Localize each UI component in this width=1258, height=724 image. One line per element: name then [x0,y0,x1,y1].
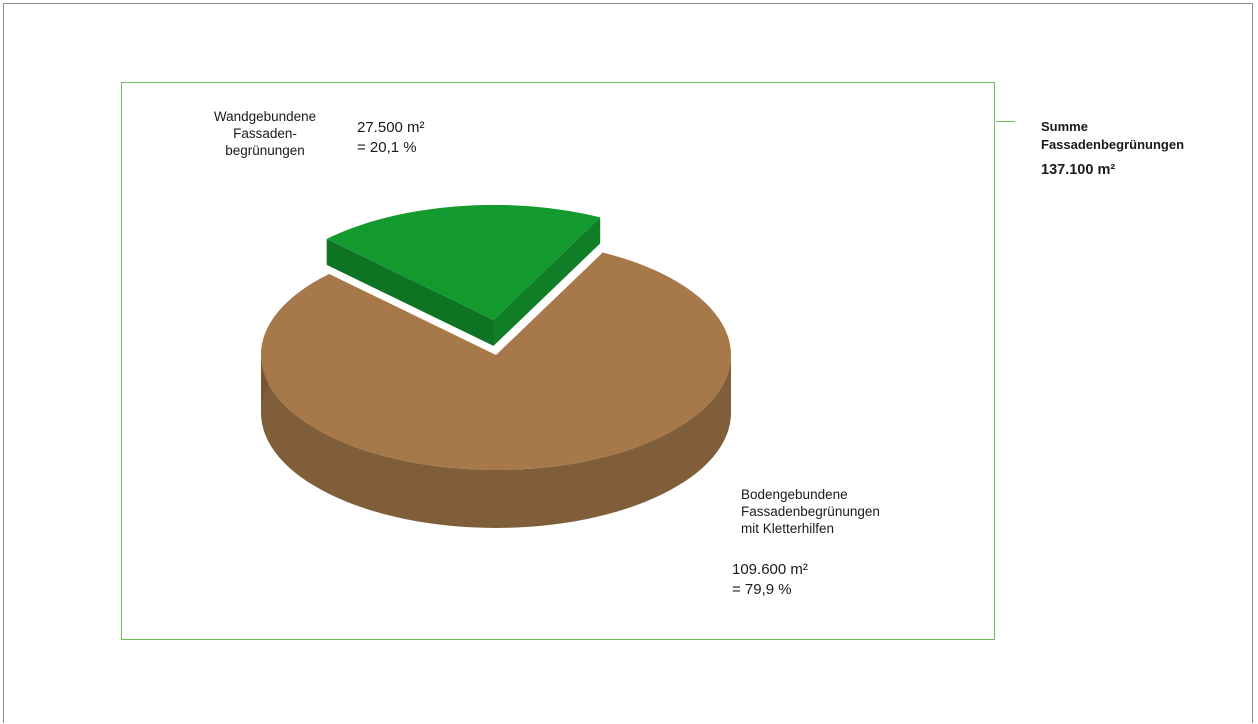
summary-total: 137.100 m² [1041,162,1116,178]
pie-side-wandgebunden [326,238,494,346]
percent-label: = 20,1 % [357,139,417,156]
pie-slice-bodengebunden [260,252,731,470]
page-frame [3,3,1253,723]
value-label: 27.500 m² [357,119,425,136]
slice-value-wandgebunden: 27.500 m² = 20,1 % [357,118,425,158]
slice-label-bodengebunden: Bodengebundene Fassadenbegrünungen mit K… [741,487,880,536]
percent-label: = 79,9 % [732,581,792,598]
slice-label-wandgebunden: Wandgebundene Fassaden- begrünungen [213,109,317,158]
summary-title: Summe Fassadenbegrünungen [1041,119,1185,152]
pie-side-bodengebunden [261,355,731,528]
chart-frame [121,82,995,640]
value-label: 109.600 m² [732,561,808,578]
slice-value-bodengebunden: 109.600 m² = 79,9 % [732,560,808,600]
pie-side-right-wandgebunden [493,217,601,346]
pie-slice-wandgebunden [326,204,601,320]
summary-connector-line [996,121,1015,122]
